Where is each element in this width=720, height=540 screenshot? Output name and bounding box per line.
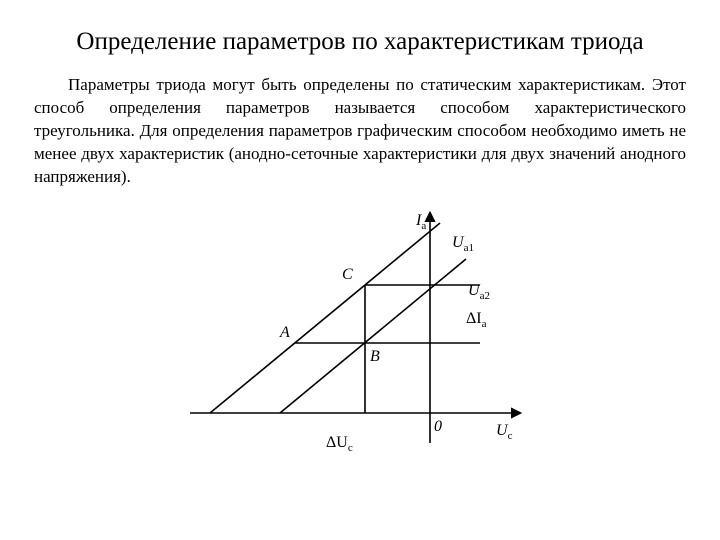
svg-text:Ua2: Ua2 (468, 282, 490, 302)
svg-text:B: B (370, 348, 380, 365)
triode-characteristic-diagram: Iа Uc 0 Ua1 Ua2 A B C ΔIа ΔUc (170, 203, 550, 473)
svg-text:Uc: Uc (496, 422, 513, 442)
svg-text:A: A (279, 324, 290, 341)
svg-text:0: 0 (434, 418, 442, 435)
page: Определение параметров по характеристика… (0, 0, 720, 473)
figure-container: Iа Uc 0 Ua1 Ua2 A B C ΔIа ΔUc (34, 203, 686, 473)
svg-text:Iа: Iа (415, 212, 426, 232)
svg-text:Ua1: Ua1 (452, 234, 474, 254)
page-title: Определение параметров по характеристика… (34, 28, 686, 56)
body-paragraph: Параметры триода могут быть определены п… (34, 74, 686, 189)
svg-text:ΔIа: ΔIа (466, 310, 487, 330)
svg-text:C: C (342, 266, 353, 283)
svg-text:ΔUc: ΔUc (326, 434, 353, 454)
